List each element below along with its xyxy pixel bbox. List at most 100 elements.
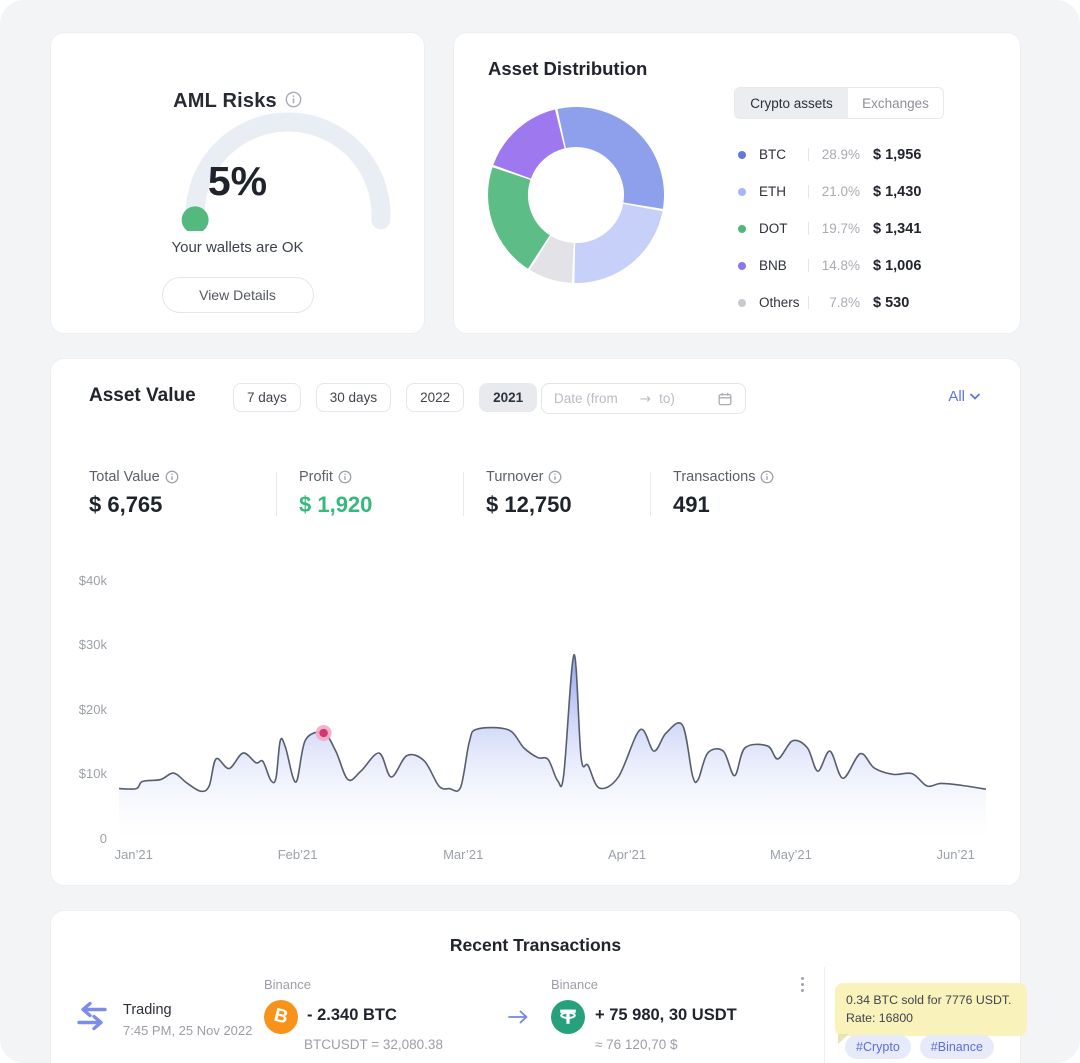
filter-chip-2022[interactable]: 2022: [406, 383, 465, 412]
asset-distribution-card: Asset Distribution Crypto assets Exchang…: [453, 32, 1021, 334]
aml-gauge: [181, 112, 391, 231]
x-axis-tick: Apr’21: [608, 847, 647, 862]
legend-separator: [808, 222, 809, 235]
x-axis-tick: Jan’21: [114, 847, 153, 862]
legend-symbol: BNB: [759, 258, 787, 273]
recent-transactions-title: Recent Transactions: [449, 935, 622, 955]
gauge-track: [185, 112, 391, 230]
summary-stats: Total Value $ 6,765 Profit $ 1,920 Turnover $…: [51, 469, 1020, 529]
legend-separator: [808, 259, 809, 272]
transfer-arrow-icon: [507, 1009, 529, 1025]
legend-symbol: Others: [759, 295, 800, 310]
stat-value: $ 1,920: [299, 492, 373, 517]
calendar-icon[interactable]: [717, 391, 733, 407]
transaction-tags: #Crypto #Binance: [845, 1035, 994, 1059]
stat-value: 491: [673, 492, 710, 517]
info-icon[interactable]: [338, 470, 352, 484]
chevron-down-icon: [970, 393, 980, 400]
all-dropdown-label: All: [948, 388, 965, 405]
date-placeholder-from: Date (from: [554, 391, 618, 406]
stat-value: $ 12,750: [486, 492, 572, 517]
aml-status-text: Your wallets are OK: [171, 239, 304, 256]
stat-turnover: Turnover $ 12,750: [486, 469, 572, 518]
aml-risk-percent: 5%: [207, 158, 268, 204]
chart-marker-point[interactable]: [319, 728, 328, 738]
donut-segment-bnb[interactable]: [493, 109, 566, 180]
aml-risks-title: AML Risks: [173, 90, 277, 112]
y-axis-tick: $40k: [78, 572, 107, 588]
stat-transactions: Transactions 491: [673, 469, 774, 518]
stat-label: Profit: [299, 469, 372, 485]
aml-risks-card: AML Risks 5% Your wallets are OK View De…: [50, 32, 425, 334]
stat-divider: [276, 472, 277, 516]
btc-coin-icon: B: [264, 1000, 298, 1034]
legend-dot-icon: [738, 224, 746, 233]
transaction-note: 0.34 BTC sold for 7776 USDT. Rate: 16800: [835, 983, 1027, 1044]
date-range-arrow-icon: →: [639, 390, 652, 407]
stat-label: Turnover: [486, 469, 572, 485]
period-filters: 7 days 30 days 2022 2021: [233, 383, 538, 412]
note-line-2: Rate: 16800: [846, 1011, 914, 1026]
area-fill: [119, 654, 986, 839]
stat-profit: Profit $ 1,920: [299, 469, 372, 518]
area-chart-canvas: [118, 654, 987, 839]
recent-transactions-card: Recent Transactions Trading 7:45 PM, 25 …: [50, 910, 1027, 1063]
info-icon[interactable]: [548, 470, 562, 484]
legend-separator: [808, 148, 809, 161]
tab-crypto-assets[interactable]: Crypto assets: [735, 88, 848, 118]
legend-percent: 21.0%: [821, 184, 860, 199]
donut-segment-btc[interactable]: [557, 107, 664, 209]
stat-total-value: Total Value $ 6,765: [89, 469, 179, 518]
to-usd-equivalent: ≈ 76 120,70 $: [595, 1037, 678, 1052]
filter-chip-7-days[interactable]: 7 days: [233, 383, 301, 412]
legend-amount: $ 1,430: [873, 183, 922, 200]
stat-label: Total Value: [89, 469, 179, 485]
asset-distribution-legend: BTC 28.9% $ 1,956 ETH 21.0% $ 1,430 DOT 19.7% $ …: [738, 136, 921, 321]
legend-amount: $ 1,341: [873, 220, 922, 237]
legend-symbol: DOT: [759, 221, 788, 236]
donut-segment-eth[interactable]: [574, 202, 663, 283]
info-icon[interactable]: [165, 470, 179, 484]
btc-symbol: B: [271, 1004, 291, 1029]
info-icon[interactable]: [285, 91, 302, 113]
tag-binance[interactable]: #Binance: [919, 1035, 994, 1059]
legend-row-bnb: BNB 14.8% $ 1,006: [738, 247, 921, 284]
to-exchange-label: Binance: [551, 977, 598, 992]
legend-row-dot: DOT 19.7% $ 1,341: [738, 210, 921, 247]
donut-segment-dot[interactable]: [488, 167, 551, 269]
legend-symbol: BTC: [759, 147, 786, 162]
tag-crypto[interactable]: #Crypto: [845, 1035, 911, 1059]
swap-arrows-icon: [75, 1001, 109, 1036]
transaction-type-label: Trading: [123, 1002, 172, 1018]
info-icon[interactable]: [760, 470, 774, 484]
asset-distribution-donut-chart: [488, 107, 664, 283]
legend-amount: $ 1,006: [873, 257, 922, 274]
legend-percent: 28.9%: [821, 147, 860, 162]
date-range-input[interactable]: Date (from → to): [541, 383, 746, 414]
transaction-timestamp: 7:45 PM, 25 Nov 2022: [123, 1023, 253, 1038]
legend-row-btc: BTC 28.9% $ 1,956: [738, 136, 921, 173]
legend-dot-icon: [738, 261, 746, 270]
filter-chip-30-days[interactable]: 30 days: [315, 383, 392, 412]
asset-distribution-title: Asset Distribution: [488, 58, 648, 79]
legend-amount: $ 1,956: [873, 146, 922, 163]
filter-chip-2021[interactable]: 2021: [479, 383, 538, 412]
legend-dot-icon: [738, 298, 746, 307]
x-axis-tick: Jun’21: [936, 847, 975, 862]
distribution-tabs: Crypto assets Exchanges: [734, 87, 944, 119]
legend-row-others: Others 7.8% $ 530: [738, 284, 921, 321]
from-rate-detail: BTCUSDT = 32,080.38: [304, 1037, 443, 1052]
legend-dot-icon: [738, 150, 746, 159]
asset-value-title: Asset Value: [89, 385, 196, 406]
note-line-1: 0.34 BTC sold for 7776 USDT.: [846, 993, 1012, 1007]
kebab-menu-icon[interactable]: [799, 975, 806, 994]
donut-segment-others[interactable]: [530, 235, 575, 283]
view-details-button[interactable]: View Details: [161, 277, 314, 313]
date-placeholder-to: to): [659, 391, 675, 406]
stat-label: Transactions: [673, 469, 774, 485]
stat-divider: [650, 472, 651, 516]
from-amount: - 2.340 BTC: [307, 1006, 397, 1024]
all-dropdown[interactable]: All: [948, 388, 980, 405]
tab-exchanges[interactable]: Exchanges: [848, 88, 943, 118]
